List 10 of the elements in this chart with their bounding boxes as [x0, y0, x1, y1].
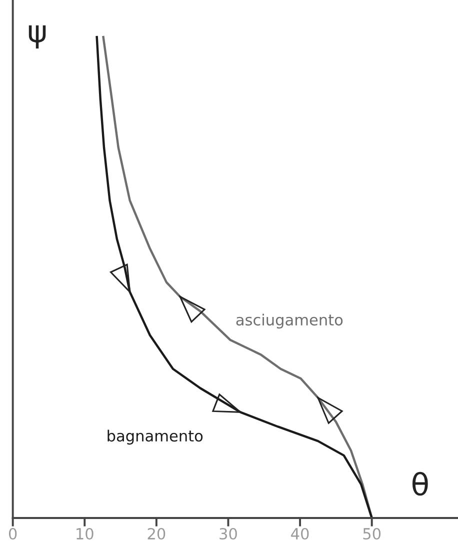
- x-tick-label: 20: [148, 528, 166, 540]
- x-tick-label: 40: [291, 528, 309, 540]
- x-tick-label: 50: [363, 528, 381, 540]
- x-tick-label: 30: [220, 528, 237, 540]
- x-tick-label: 0: [8, 528, 17, 540]
- x-axis-title: θ: [412, 472, 428, 496]
- series-label: asciugamento: [236, 314, 343, 329]
- text: bagnamento: [108, 430, 203, 445]
- y-axis-title: ψ: [28, 25, 46, 48]
- x-tick-label: 10: [76, 528, 94, 540]
